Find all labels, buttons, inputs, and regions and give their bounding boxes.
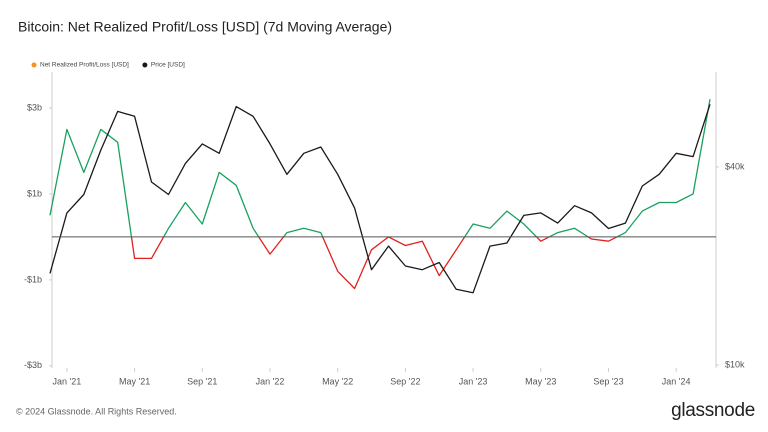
price-line (49, 104, 711, 294)
x-tick-label: Jan '24 (662, 376, 691, 386)
copyright: © 2024 Glassnode. All Rights Reserved. (16, 406, 177, 416)
y-tick-label: -$3b (24, 360, 42, 370)
x-tick-label: Sep '23 (593, 376, 623, 386)
legend-label: Price [USD] (151, 62, 185, 69)
legend-label: Net Realized Profit/Loss [USD] (40, 62, 129, 69)
x-tick-label: Sep '22 (390, 376, 420, 386)
x-tick-label: May '22 (322, 376, 353, 386)
y2-tick-label: $10k (725, 359, 745, 369)
x-tick-label: Sep '21 (187, 376, 217, 386)
y-tick-label: $1b (27, 188, 42, 198)
profit-loss-line (49, 99, 711, 290)
x-tick-label: Jan '23 (459, 376, 488, 386)
x-tick-label: Jan '21 (53, 376, 82, 386)
chart-title: Bitcoin: Net Realized Profit/Loss [USD] … (18, 19, 392, 35)
y2-tick-label: $40k (725, 161, 745, 171)
brand-logo: glassnode (671, 400, 755, 421)
x-tick-label: Jan '22 (256, 376, 285, 386)
legend-swatch (31, 62, 37, 68)
legend-swatch (142, 62, 148, 68)
y-tick-label: $3b (27, 102, 42, 112)
x-tick-label: May '21 (119, 376, 150, 386)
y-tick-label: -$1b (24, 274, 42, 284)
x-tick-label: May '23 (525, 376, 556, 386)
